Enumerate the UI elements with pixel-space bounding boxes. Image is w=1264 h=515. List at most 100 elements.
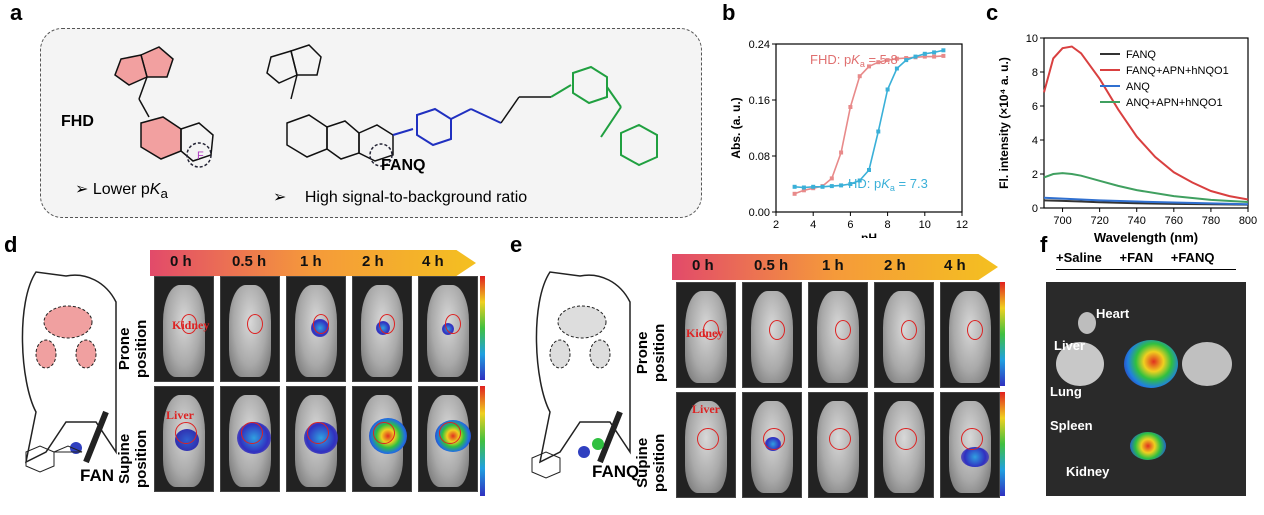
data-point [932,50,937,55]
row-label-prone-e: Prone position [634,323,668,382]
mouse-image [808,392,868,498]
mouse-image [352,386,412,492]
mouse-image [286,276,346,382]
series-line-0 [794,55,944,195]
x-tick-label: 740 [1128,215,1146,227]
data-point [885,58,890,63]
col-fan: +FAN [1119,250,1154,265]
liver-label-e: Liver [692,402,720,416]
organ-kidney-fan [1130,432,1166,460]
timebar-d: 0 h 0.5 h 1 h 2 h 4 h [150,250,476,276]
x-tick-label: 760 [1165,215,1183,227]
probe-label-fanq: FANQ [592,462,640,481]
y-tick-label: 6 [1032,101,1038,113]
data-point [932,54,937,59]
data-point [867,64,871,69]
y-tick-label: 0 [1032,203,1038,215]
time-label: 1 h [300,253,322,270]
x-tick-label: 6 [847,219,853,231]
organ-label: Heart [1096,306,1130,321]
kidney-label-e: Kidney [686,326,724,340]
legend-label: ANQ [1126,81,1150,93]
col-fanq: +FANQ [1170,250,1215,265]
x-tick-label: 10 [919,219,931,231]
roi-ring [174,422,197,445]
roi-ring [372,422,395,445]
series-line-2 [1043,196,1249,206]
data-point [876,60,881,65]
roi-ring [828,428,851,451]
data-point [867,168,871,172]
data-point [913,54,918,59]
data-point [839,150,844,155]
time-label: 0.5 h [754,257,789,274]
mouse-image [418,276,478,382]
colorbar-e1 [1000,282,1005,386]
data-point [941,53,946,58]
mouse-image [352,276,412,382]
annotation-hd: HD: pKa = 7.3 [848,176,928,193]
x-axis-label: Wavelength (nm) [1094,230,1198,245]
data-point [941,48,946,53]
fhd-structure: F [114,46,214,168]
y-axis-label: Fl. intensity (×10⁴ a. u.) [997,57,1011,189]
data-point [820,184,825,189]
organ-heart [1078,312,1096,334]
data-point [922,51,927,56]
data-point [904,56,909,60]
data-point [792,191,797,196]
mouse-image [742,282,802,388]
timebar-e: 0 h 0.5 h 1 h 2 h 4 h [672,254,998,280]
legend-label: ANQ+APN+hNQO1 [1126,97,1223,109]
roi-ring [306,422,329,445]
panel-f-header: +Saline +FAN +FANQ [1056,250,1236,270]
x-tick-label: 12 [956,219,968,231]
organ-label: Lung [1050,384,1082,399]
roi-ring [702,320,719,341]
x-tick-label: 800 [1239,215,1257,227]
fanq-label: FANQ [381,157,426,174]
mouse-image [154,386,214,492]
time-label: 0.5 h [232,253,267,270]
fanq-structure [266,44,658,167]
time-label: 2 h [362,253,384,270]
svg-text:F: F [197,150,204,162]
time-label: 1 h [822,257,844,274]
time-label: 2 h [884,257,906,274]
mouse-image [940,392,1000,498]
panel-label-d: d [4,232,18,257]
roi-ring [900,320,917,341]
legend-label: FANQ+APN+hNQO1 [1126,65,1229,77]
roi-ring [180,314,197,335]
x-axis-label: pH [861,231,877,238]
bullet-high-sbr: ➢ High signal-to-background ratio [273,189,528,206]
roi-ring [444,314,461,335]
colorbar-d2 [480,386,485,496]
organ-label: Spleen [1050,418,1093,433]
mouse-diagram-e [531,271,631,479]
mouse-image [808,282,868,388]
fluorescence-signal [960,447,989,468]
y-axis-label: Abs. (a. u.) [730,97,743,158]
panel-label-a: a [10,0,23,25]
series-line-1 [1043,45,1249,201]
chart-c: 700 720 740 760 780 800 0 2 4 6 8 10 Wavelength (nm)… [997,33,1257,245]
mouse-image [874,282,934,388]
bullet-arrow-icon: ➢ [75,181,89,198]
data-point [801,188,806,193]
mouse-image [874,392,934,498]
organ-label: Kidney [1066,464,1110,479]
data-point [894,66,899,71]
data-point [857,178,862,183]
row-label-supine-e: Supine position [634,433,668,492]
x-tick-label: 8 [885,219,891,231]
roi-ring [438,422,461,445]
annotation-fhd: FHD: pKa = 5.8 [810,52,898,69]
data-point [904,58,909,63]
x-tick-label: 4 [810,219,816,231]
time-label: 4 h [944,257,966,274]
roi-ring [966,320,983,341]
row-label-supine-d: Supine position [116,429,150,488]
mouse-image [940,282,1000,388]
mouse-image [220,386,280,492]
